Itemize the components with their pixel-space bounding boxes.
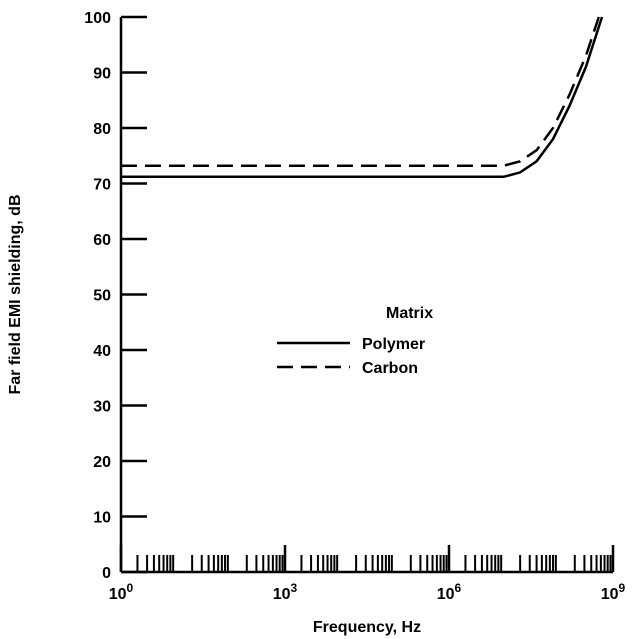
y-tick-label-10: 10	[93, 510, 111, 527]
y-tick-label-20: 20	[93, 454, 111, 471]
x-ticks: 100 103 106 109	[109, 545, 626, 603]
x-axis-title: Frequency, Hz	[313, 619, 421, 636]
legend-label-carbon: Carbon	[362, 360, 418, 377]
x-tick-label-0: 100	[109, 581, 134, 603]
y-tick-label-90: 90	[93, 66, 111, 83]
series-line-carbon	[121, 16, 600, 167]
x-tick-base: 10	[437, 586, 455, 603]
y-tick-label-80: 80	[93, 121, 111, 138]
y-tick-label-100: 100	[84, 10, 111, 27]
series-line-polymer	[121, 16, 604, 179]
legend-title: Matrix	[386, 305, 433, 322]
y-ticks: 0 10 20 30 40 50 60 70 80 90 100	[84, 10, 147, 582]
legend-label-polymer: Polymer	[362, 336, 425, 353]
y-tick-label-60: 60	[93, 232, 111, 249]
y-tick-label-30: 30	[93, 399, 111, 416]
x-tick-label-9: 109	[601, 581, 626, 603]
legend: Matrix Polymer Carbon	[277, 305, 433, 377]
y-tick-label-0: 0	[102, 565, 111, 582]
x-tick-base: 10	[601, 586, 619, 603]
y-tick-label-50: 50	[93, 288, 111, 305]
y-tick-label-70: 70	[93, 177, 111, 194]
x-tick-base: 10	[273, 586, 291, 603]
x-tick-exp: 6	[455, 581, 462, 595]
x-tick-label-6: 106	[437, 581, 462, 603]
series-layer	[121, 16, 604, 179]
y-axis-title: Far field EMI shielding, dB	[7, 194, 24, 394]
y-tick-label-40: 40	[93, 343, 111, 360]
x-tick-base: 10	[109, 586, 127, 603]
x-tick-exp: 9	[619, 581, 626, 595]
x-tick-exp: 0	[127, 581, 134, 595]
x-tick-exp: 3	[291, 581, 298, 595]
x-tick-label-3: 103	[273, 581, 298, 603]
